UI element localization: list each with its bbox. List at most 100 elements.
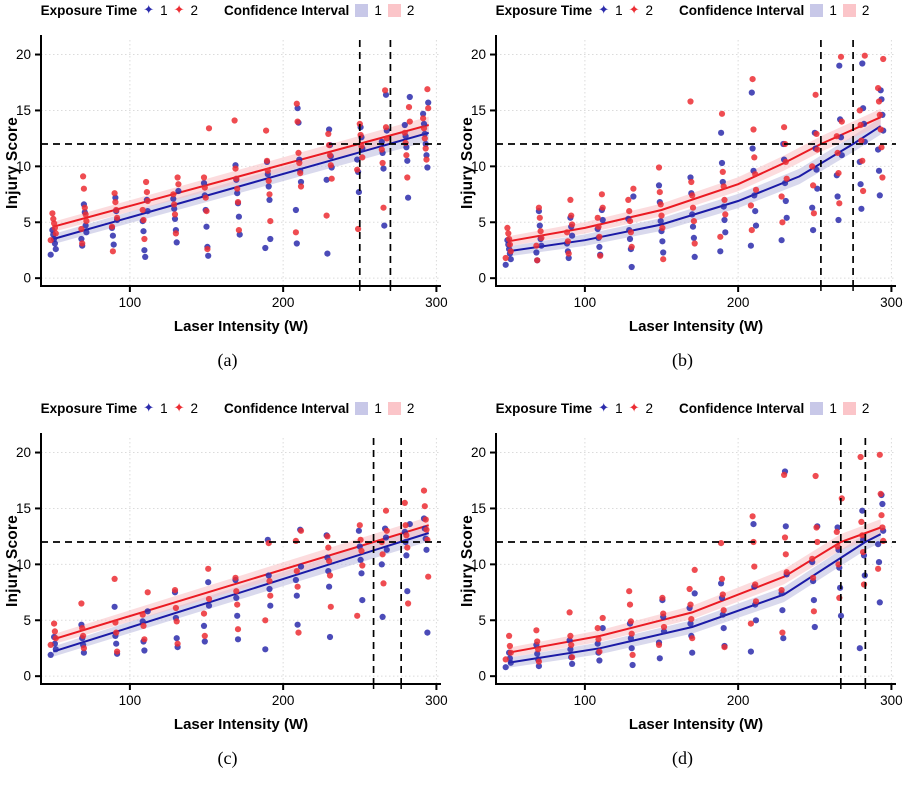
svg-text:300: 300	[880, 693, 903, 708]
trend-line-exposure2	[508, 526, 882, 654]
legend-exposure2-value: 2	[190, 3, 199, 18]
ci-band-exposure1	[508, 525, 881, 668]
trend-line-exposure1	[53, 131, 429, 240]
legend-exposure-label: Exposure Time	[40, 3, 138, 18]
legend-exposure2-value: 2	[645, 3, 654, 18]
svg-text:15: 15	[471, 501, 486, 516]
svg-text:20: 20	[471, 47, 486, 62]
svg-text:15: 15	[16, 103, 31, 118]
legend: Exposure Time ✦ 1 ✦ 2 Confidence Interva…	[0, 401, 455, 416]
ci-band-exposure1	[508, 117, 881, 257]
chart-panel-d: 0 5 10 15 20 100 200 300	[471, 433, 903, 708]
svg-text:300: 300	[880, 295, 903, 310]
ci1-swatch-icon	[355, 402, 369, 415]
legend: Exposure Time ✦ 1 ✦ 2 Confidence Interva…	[455, 401, 910, 416]
exposure1-marker-icon: ✦	[143, 2, 155, 17]
ci-band-exposure2	[53, 516, 429, 645]
legend-ci1-value: 1	[374, 401, 382, 416]
x-axis-title: Laser Intensity (W)	[628, 716, 764, 733]
svg-text:15: 15	[16, 501, 31, 516]
trend-line-exposure1	[52, 532, 430, 653]
trend-line-exposure1	[508, 533, 882, 664]
ci1-swatch-icon	[810, 4, 824, 17]
legend-exposure-label: Exposure Time	[495, 3, 593, 18]
svg-text:200: 200	[727, 295, 750, 310]
svg-text:300: 300	[425, 295, 448, 310]
legend-ci1-value: 1	[829, 3, 837, 18]
exposure1-marker-icon: ✦	[598, 400, 610, 415]
panel-a: Exposure Time ✦ 1 ✦ 2 Confidence Interva…	[0, 0, 455, 397]
svg-text:20: 20	[471, 445, 486, 460]
svg-text:0: 0	[478, 271, 486, 286]
svg-text:0: 0	[478, 669, 486, 684]
svg-text:0: 0	[23, 669, 31, 684]
svg-text:5: 5	[23, 215, 31, 230]
tick-labels: 0 5 10 15 20 100 200 300	[471, 445, 903, 708]
legend-ci2-value: 2	[406, 401, 415, 416]
svg-text:15: 15	[471, 103, 486, 118]
trend-line-exposure2	[53, 124, 429, 228]
gridlines	[41, 438, 441, 684]
legend-exposure2-value: 2	[190, 401, 199, 416]
panel-caption-c: (c)	[217, 748, 238, 768]
svg-text:5: 5	[23, 613, 31, 628]
ci-band-exposure2	[508, 519, 881, 658]
legend-exposure2-value: 2	[645, 401, 654, 416]
chart-panel-b: 0 5 10 15 20 100 200 300	[471, 35, 903, 310]
points-exposure2	[47, 86, 432, 255]
legend: Exposure Time ✦ 1 ✦ 2 Confidence Interva…	[0, 3, 455, 18]
svg-text:200: 200	[272, 693, 295, 708]
svg-text:5: 5	[478, 613, 486, 628]
gridlines	[41, 40, 441, 286]
svg-text:100: 100	[119, 295, 142, 310]
x-axis-title: Laser Intensity (W)	[628, 318, 764, 335]
svg-text:5: 5	[478, 215, 486, 230]
ci2-swatch-icon	[842, 402, 856, 415]
legend-ci-label: Confidence Interval	[224, 3, 350, 18]
chart-panel-a: 0 5 10 15 20 100 200 300	[16, 35, 448, 310]
svg-text:20: 20	[16, 47, 31, 62]
threshold-lines	[41, 438, 441, 684]
points-exposure2	[502, 451, 887, 665]
svg-text:100: 100	[574, 295, 597, 310]
exposure2-marker-icon: ✦	[173, 400, 185, 415]
threshold-lines	[41, 40, 441, 286]
axes	[490, 433, 896, 690]
axes	[35, 35, 441, 292]
legend-exposure1-value: 1	[160, 3, 168, 18]
x-axis-title: Laser Intensity (W)	[173, 318, 309, 335]
legend-ci1-value: 1	[829, 401, 837, 416]
svg-text:10: 10	[16, 557, 31, 572]
points-exposure2	[502, 52, 887, 264]
tick-labels: 0 5 10 15 20 100 200 300	[471, 47, 903, 310]
svg-text:300: 300	[425, 693, 448, 708]
panel-caption-a: (a)	[217, 350, 238, 370]
tick-labels: 0 5 10 15 20 100 200 300	[16, 445, 448, 708]
exposure2-marker-icon: ✦	[628, 2, 640, 17]
panel-c: Exposure Time ✦ 1 ✦ 2 Confidence Interva…	[0, 398, 455, 795]
legend-exposure1-value: 1	[160, 401, 168, 416]
exposure1-marker-icon: ✦	[143, 400, 155, 415]
threshold-lines	[496, 40, 896, 286]
panel-d: Exposure Time ✦ 1 ✦ 2 Confidence Interva…	[455, 398, 910, 795]
legend: Exposure Time ✦ 1 ✦ 2 Confidence Interva…	[455, 3, 910, 18]
svg-text:10: 10	[471, 557, 486, 572]
chart-panel-c: 0 5 10 15 20 100 200 300	[16, 433, 448, 708]
trend-line-exposure1	[508, 125, 882, 253]
trend-line-exposure2	[53, 524, 429, 641]
ci1-swatch-icon	[355, 4, 369, 17]
legend-exposure1-value: 1	[615, 3, 623, 18]
legend-ci-label: Confidence Interval	[679, 3, 805, 18]
ci2-swatch-icon	[842, 4, 856, 17]
ci2-swatch-icon	[387, 402, 401, 415]
legend-ci2-value: 2	[861, 401, 870, 416]
svg-text:10: 10	[16, 159, 31, 174]
panel-caption-d: (d)	[672, 748, 693, 768]
ci1-swatch-icon	[810, 402, 824, 415]
x-axis-title: Laser Intensity (W)	[173, 716, 309, 733]
svg-text:10: 10	[471, 159, 486, 174]
panel-b: Exposure Time ✦ 1 ✦ 2 Confidence Interva…	[455, 0, 910, 397]
legend-exposure1-value: 1	[615, 401, 623, 416]
svg-text:20: 20	[16, 445, 31, 460]
